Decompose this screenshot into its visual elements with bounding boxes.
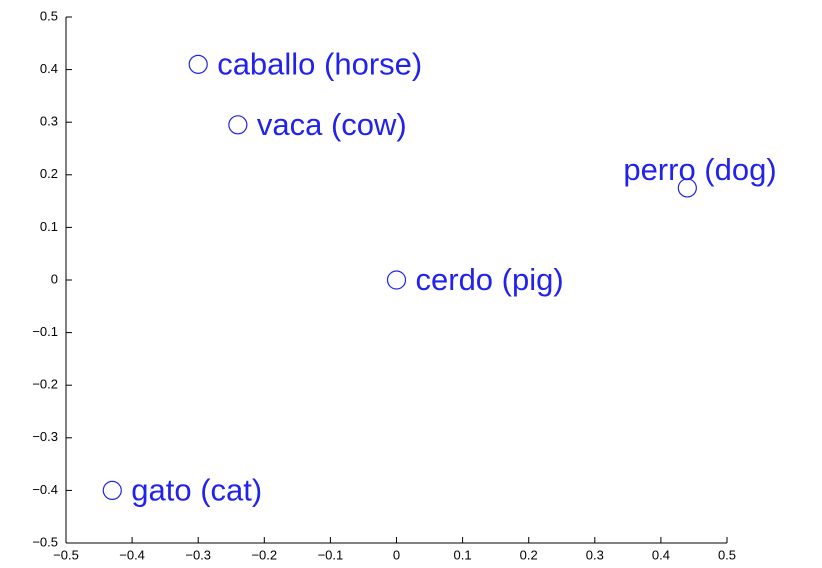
x-tick-label: 0.5 [718, 547, 736, 562]
y-tick-label: 0.4 [40, 61, 58, 76]
y-tick-label: 0.1 [40, 219, 58, 234]
x-tick-label: 0 [393, 547, 400, 562]
point [188, 54, 208, 74]
x-tick-label: −0.2 [251, 547, 277, 562]
x-tick-label: 0.4 [652, 547, 670, 562]
x-tick-label: −0.5 [53, 547, 79, 562]
y-tick-label: 0.5 [40, 8, 58, 23]
y-tick-label: 0.2 [40, 166, 58, 181]
y-tick-label: −0.3 [32, 429, 58, 444]
x-tick-label: −0.1 [318, 547, 344, 562]
y-tick-label: 0 [51, 271, 58, 286]
point-label: gato (cat) [131, 473, 262, 508]
point-label: caballo (horse) [217, 47, 422, 82]
point [386, 270, 407, 290]
y-tick-label: 0.3 [40, 114, 58, 129]
y-tick-label: −0.1 [32, 324, 58, 339]
x-tick-label: 0.2 [520, 547, 538, 562]
y-tick-label: −0.5 [32, 534, 58, 549]
x-tick-label: −0.4 [119, 547, 145, 562]
point [228, 115, 248, 135]
point [677, 178, 697, 198]
y-tick-label: −0.2 [32, 377, 58, 392]
point-label: cerdo (pig) [416, 262, 564, 297]
x-tick-label: −0.3 [185, 547, 211, 562]
y-tick-label: −0.4 [32, 482, 58, 497]
point [102, 480, 122, 500]
point-label: vaca (cow) [257, 107, 407, 142]
x-tick-label: 0.3 [586, 547, 604, 562]
x-tick-label: 0.1 [454, 547, 472, 562]
point-label: perro (dog) [623, 152, 776, 187]
